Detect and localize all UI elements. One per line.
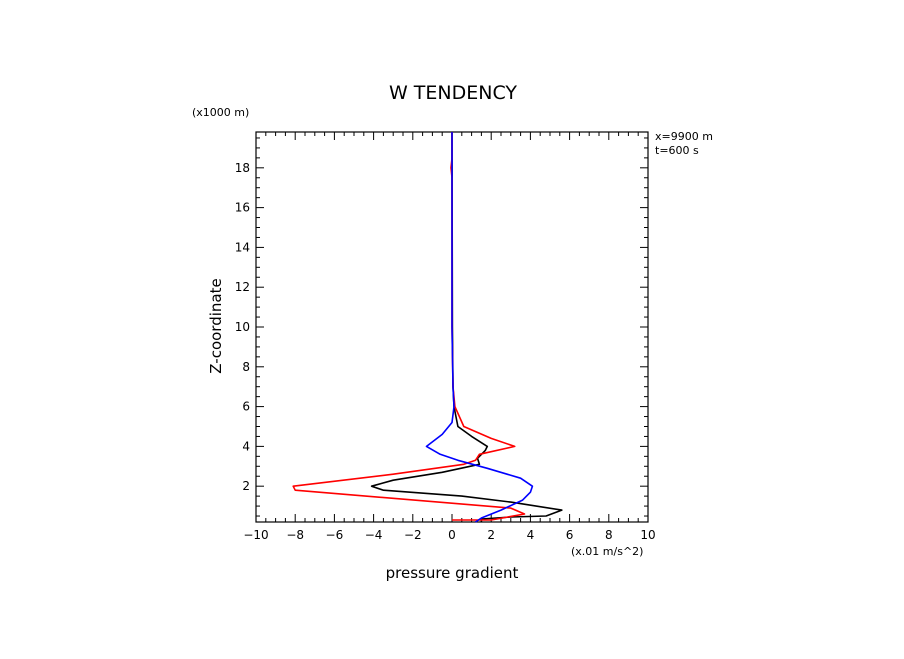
y-tick-label: 18: [235, 161, 250, 175]
x-tick-label: 6: [566, 528, 574, 542]
x-tick-label: 0: [448, 528, 456, 542]
y-axis-label: Z-coordinate: [207, 278, 225, 373]
chart-title: W TENDENCY: [389, 82, 517, 104]
x-tick-label: −2: [404, 528, 422, 542]
y-tick-label: 2: [242, 479, 250, 493]
x-tick-label: −10: [243, 528, 268, 542]
y-tick-label: 8: [242, 360, 250, 374]
plot-area: −10 −8 −6 −4 −2 0 2 4 6 8 10 2 4 6 8 10 12 14 16 18: [235, 131, 656, 542]
x-tick-label: 2: [487, 528, 495, 542]
x-tick-label: −4: [365, 528, 383, 542]
x-tick-label: −8: [286, 528, 304, 542]
annotation-position: x=9900 m: [655, 130, 713, 143]
y-tick-label: 16: [235, 201, 250, 215]
annotation-time: t=600 s: [655, 144, 699, 157]
x-tick-label: 8: [605, 528, 613, 542]
x-tick-label: 10: [640, 528, 655, 542]
x-tick-label: −6: [326, 528, 344, 542]
x-axis-label: pressure gradient: [386, 564, 519, 582]
series-line-black: [370, 131, 563, 522]
series-line-blue: [425, 132, 534, 523]
y-tick-label: 10: [235, 320, 250, 334]
y-tick-label: 12: [235, 280, 250, 294]
y-tick-label: 14: [235, 240, 250, 254]
y-tick-label: 6: [242, 400, 250, 414]
y-axis-unit: (x1000 m): [192, 106, 249, 119]
series-line-red: [292, 132, 526, 521]
y-tick-label: 4: [242, 439, 250, 453]
x-tick-label: 4: [527, 528, 535, 542]
x-axis-unit: (x.01 m/s^2): [571, 545, 643, 558]
